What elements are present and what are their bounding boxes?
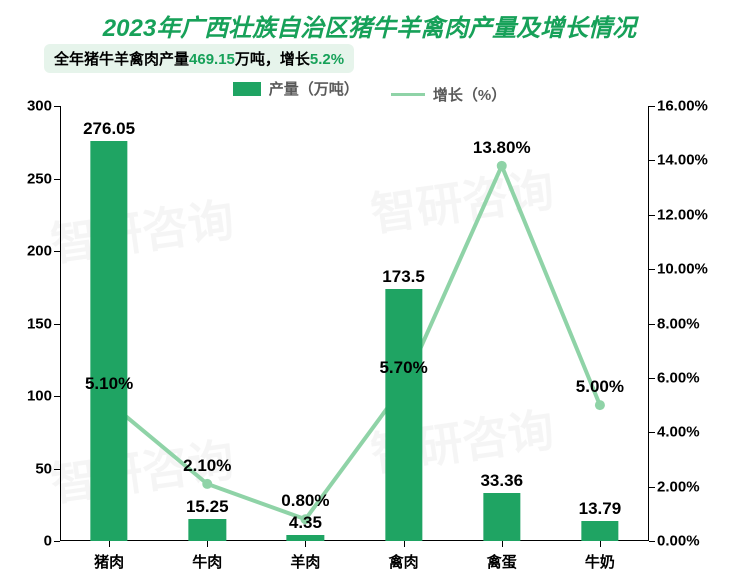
bar	[189, 519, 226, 541]
subtitle-mid: 万吨，增长	[235, 51, 310, 68]
y-label-right: 6.00%	[649, 369, 700, 386]
y-label-right: 0.00%	[649, 533, 700, 550]
line-marker	[202, 479, 212, 489]
y-label-left: 200	[27, 243, 60, 260]
line-value-label: 13.80%	[473, 138, 531, 158]
x-label: 牛奶	[585, 541, 615, 572]
line-value-label: 5.00%	[576, 377, 624, 397]
y-label-left: 300	[27, 98, 60, 115]
legend-line-swatch	[391, 93, 425, 96]
line-value-label: 5.10%	[85, 374, 133, 394]
plot-area: 智研咨询 智研咨询 智研咨询 智研咨询 0501001502002503000.…	[60, 106, 649, 541]
bar-value-label: 276.05	[83, 119, 135, 139]
line-marker	[595, 400, 605, 410]
bar-value-label: 15.25	[186, 497, 229, 517]
y-label-right: 14.00%	[649, 152, 708, 169]
x-label: 牛肉	[192, 541, 222, 572]
y-label-left: 0	[44, 533, 60, 550]
chart-container: 2023年广西壮族自治区猪牛羊禽肉产量及增长情况 全年猪牛羊禽肉产量469.15…	[0, 0, 739, 583]
bar-value-label: 33.36	[480, 471, 523, 491]
line-marker	[497, 161, 507, 171]
subtitle-prefix: 全年猪牛羊禽肉产量	[54, 51, 189, 68]
y-label-left: 50	[35, 460, 60, 477]
y-label-left: 100	[27, 388, 60, 405]
x-axis	[60, 540, 649, 541]
legend: 产量（万吨） 增长（%）	[0, 78, 739, 105]
line-value-label: 0.80%	[281, 491, 329, 511]
chart-subtitle: 全年猪牛羊禽肉产量469.15万吨，增长5.2%	[44, 44, 354, 73]
bar-value-label: 4.35	[289, 513, 322, 533]
legend-item-bar: 产量（万吨）	[233, 78, 359, 99]
bar	[90, 141, 127, 541]
y-label-right: 10.00%	[649, 261, 708, 278]
y-label-left: 150	[27, 315, 60, 332]
legend-bar-swatch	[233, 82, 261, 96]
line-value-label: 5.70%	[379, 358, 427, 378]
x-label: 羊肉	[290, 541, 320, 572]
bar-value-label: 13.79	[579, 499, 622, 519]
subtitle-value2: 5.2%	[310, 51, 344, 68]
y-label-right: 2.00%	[649, 478, 700, 495]
y-label-right: 12.00%	[649, 206, 708, 223]
x-label: 禽肉	[389, 541, 419, 572]
legend-line-label: 增长（%）	[433, 84, 506, 105]
chart-title: 2023年广西壮族自治区猪牛羊禽肉产量及增长情况	[0, 8, 739, 43]
legend-item-line: 增长（%）	[391, 84, 506, 105]
line-value-label: 2.10%	[183, 456, 231, 476]
y-label-right: 16.00%	[649, 98, 708, 115]
y-label-right: 8.00%	[649, 315, 700, 332]
y-axis-left	[60, 106, 61, 541]
x-label: 禽蛋	[487, 541, 517, 572]
subtitle-value1: 469.15	[189, 51, 235, 68]
line-series-layer	[60, 106, 649, 541]
x-label: 猪肉	[94, 541, 124, 572]
bar-value-label: 173.5	[382, 267, 425, 287]
legend-bar-label: 产量（万吨）	[269, 78, 359, 99]
y-label-left: 250	[27, 170, 60, 187]
y-label-right: 4.00%	[649, 424, 700, 441]
bar	[385, 289, 422, 541]
bar	[483, 493, 520, 541]
bar	[581, 521, 618, 541]
bar	[287, 535, 324, 541]
